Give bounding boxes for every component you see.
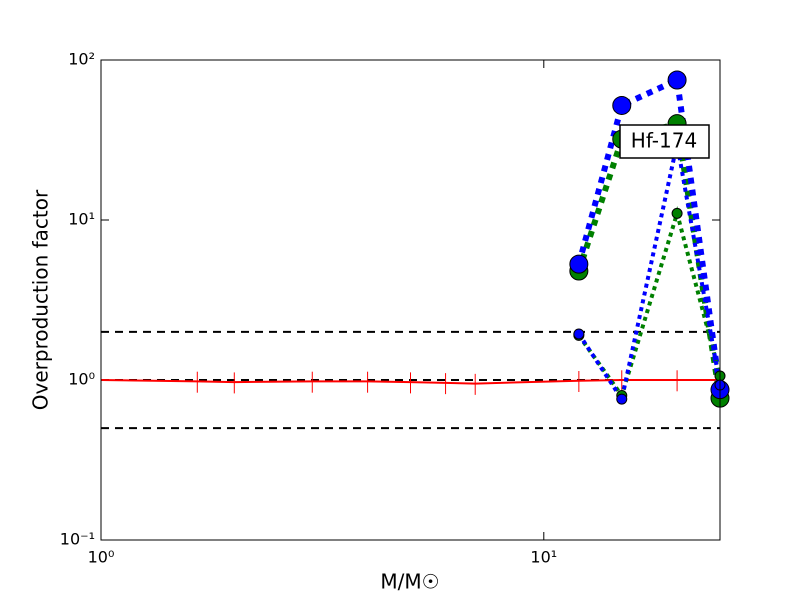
x-axis-label: M/M☉ (380, 570, 439, 594)
annotation-box (619, 124, 710, 159)
y-axis-label: Overproduction factor (29, 189, 53, 410)
y-tick-label: 10¹ (68, 210, 95, 229)
plot-frame (100, 59, 721, 541)
series-line (577, 143, 722, 405)
marker (616, 393, 628, 405)
reference-line-series (100, 379, 720, 385)
x-tick-label: 10¹ (530, 548, 557, 567)
marker (671, 207, 683, 219)
marker (667, 70, 687, 90)
y-tick-label: 10⁻¹ (60, 530, 95, 549)
annotation: Hf-174 (631, 129, 697, 153)
marker (569, 254, 589, 274)
y-tick-label: 10⁰ (68, 370, 95, 389)
y-tick-label: 10² (68, 50, 95, 69)
marker (612, 95, 632, 115)
marker (573, 328, 585, 340)
series-line (577, 206, 722, 400)
x-tick-label: 10⁰ (88, 548, 115, 567)
series-line (575, 75, 723, 391)
